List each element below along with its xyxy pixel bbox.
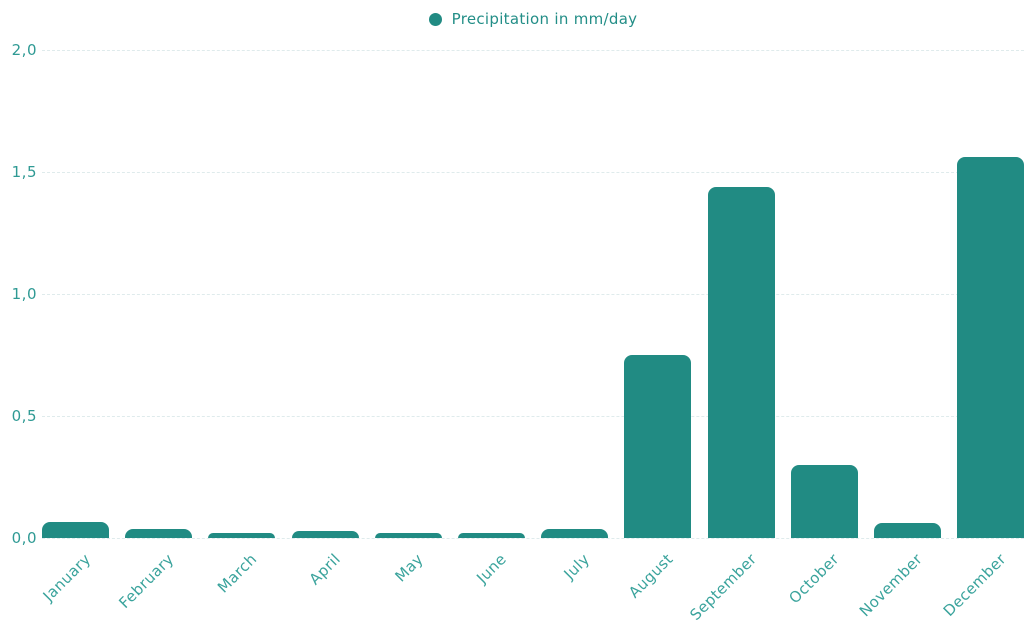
x-label-august: August [625, 550, 677, 602]
bar-october[interactable] [790, 464, 858, 538]
bar-september[interactable] [707, 186, 775, 538]
gridline-0-5 [42, 416, 1024, 417]
x-label-october: October [785, 550, 844, 608]
x-label-january: January [39, 550, 95, 605]
bar-august[interactable] [624, 355, 692, 538]
gridline-1-5 [42, 172, 1024, 173]
gridline-0-0 [42, 538, 1024, 539]
x-label-march: March [214, 550, 261, 597]
y-tick-label: 0,5 [11, 407, 37, 425]
bar-february[interactable] [125, 529, 193, 538]
bar-december[interactable] [957, 157, 1024, 538]
bar-november[interactable] [874, 523, 941, 538]
y-tick-label: 1,0 [11, 285, 37, 303]
bar-july[interactable] [541, 529, 609, 538]
x-label-september: September [685, 550, 760, 624]
x-label-november: November [856, 550, 927, 621]
gridline-1-0 [42, 294, 1024, 295]
bar-january[interactable] [42, 522, 109, 538]
x-label-may: May [391, 550, 428, 586]
bar-june[interactable] [458, 533, 525, 538]
bar-april[interactable] [291, 530, 359, 538]
x-label-july: July [560, 550, 594, 583]
legend-label: Precipitation in mm/day [451, 10, 638, 28]
x-label-december: December [939, 550, 1010, 620]
x-label-february: February [115, 550, 178, 612]
legend-marker-icon [428, 12, 442, 26]
bar-march[interactable] [208, 533, 276, 538]
gridline-2-0 [42, 50, 1024, 51]
y-tick-label: 1,5 [11, 163, 37, 181]
x-label-june: June [473, 550, 511, 587]
y-tick-label: 0,0 [11, 529, 37, 547]
x-label-april: April [305, 550, 344, 589]
legend[interactable]: Precipitation in mm/day [42, 8, 1024, 30]
plot-area [42, 50, 1024, 539]
bar-may[interactable] [374, 533, 442, 538]
y-tick-label: 2,0 [11, 41, 37, 59]
